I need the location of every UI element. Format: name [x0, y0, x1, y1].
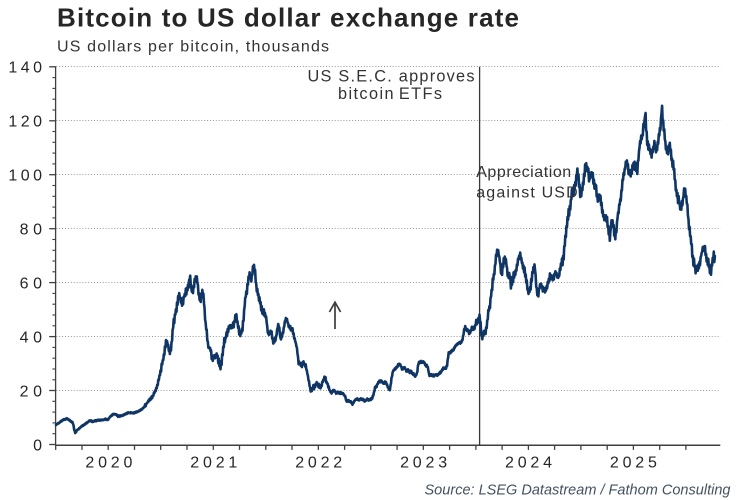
svg-text:0: 0 — [33, 437, 42, 454]
svg-text:140: 140 — [8, 60, 42, 77]
svg-text:Source: LSEG Datastream / Fath: Source: LSEG Datastream / Fathom Consult… — [425, 483, 731, 499]
svg-text:against USD: against USD — [476, 185, 578, 202]
svg-text:US S.E.C. approves: US S.E.C. approves — [308, 67, 475, 85]
svg-text:Appreciation: Appreciation — [476, 164, 571, 181]
svg-text:100: 100 — [8, 168, 42, 185]
svg-text:Bitcoin to US dollar exchange: Bitcoin to US dollar exchange rate — [57, 3, 519, 33]
svg-text:US dollars per bitcoin, thousa: US dollars per bitcoin, thousands — [57, 39, 329, 56]
svg-text:bitcoin ETFs: bitcoin ETFs — [338, 85, 442, 103]
svg-text:120: 120 — [8, 114, 42, 131]
